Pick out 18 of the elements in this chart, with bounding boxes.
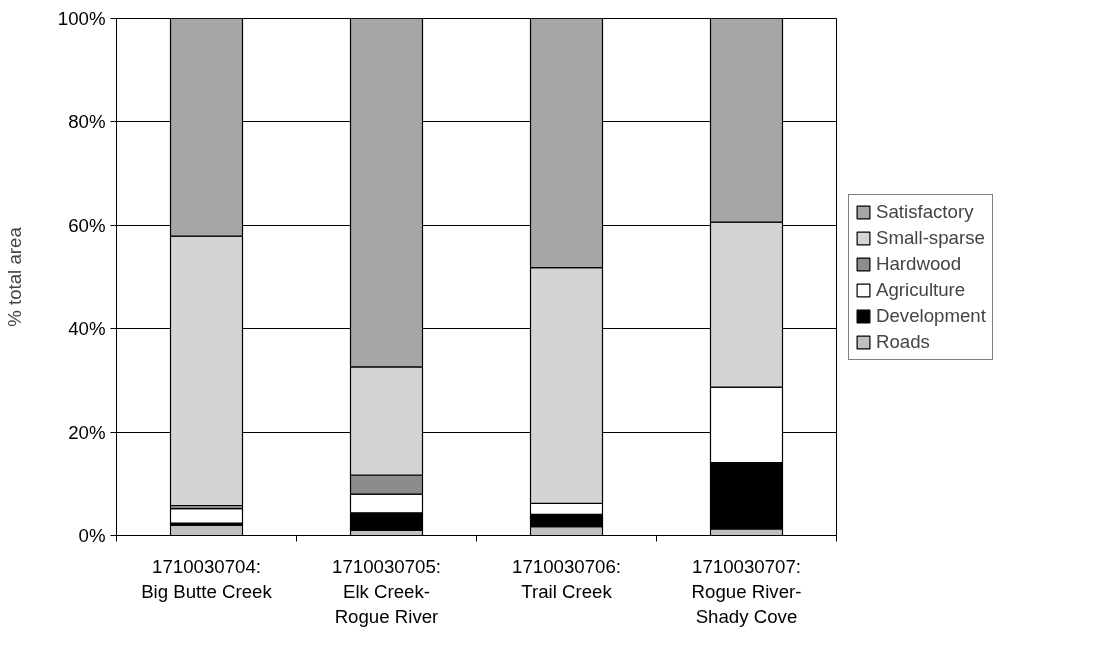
x-tick-label: 1710030707: Rogue River- Shady Cove xyxy=(691,555,802,627)
legend-label: Roads xyxy=(876,330,931,353)
x-tick-label: 1710030704: Big Butte Creek xyxy=(141,555,273,602)
y-axis-title: % total area xyxy=(3,226,25,327)
legend-label: Hardwood xyxy=(876,252,963,275)
legend-label: Development xyxy=(876,304,986,327)
y-tick-label: 20% xyxy=(68,421,106,443)
y-tick-label: 0% xyxy=(78,525,106,546)
legend-label: Satisfactory xyxy=(876,200,975,223)
y-tick-label: 100% xyxy=(57,8,106,29)
y-tick-label: 60% xyxy=(68,214,106,236)
x-tick-label: 1710030706: Trail Creek xyxy=(512,555,621,602)
x-tick-label: 1710030705: Elk Creek- Rogue River xyxy=(332,555,441,627)
legend-label: Small-sparse xyxy=(876,226,985,249)
y-tick-label: 80% xyxy=(68,111,106,133)
y-tick-label: 40% xyxy=(68,318,106,340)
legend-label: Agriculture xyxy=(876,278,967,301)
bar xyxy=(169,508,244,524)
